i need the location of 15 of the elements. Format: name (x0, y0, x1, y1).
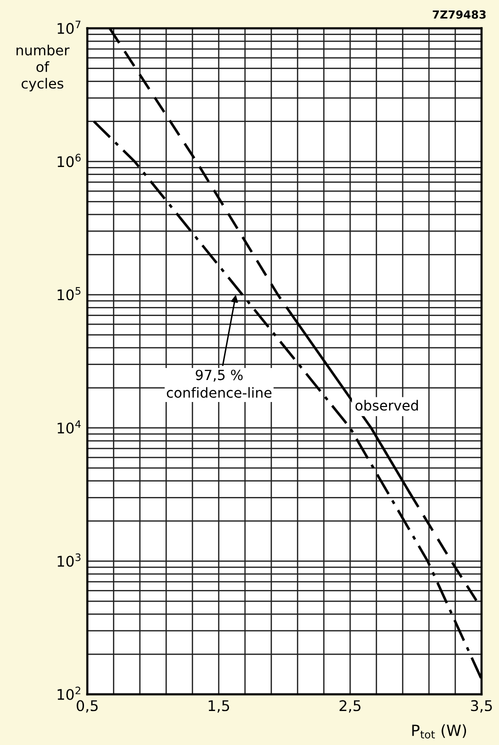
y-tick-label: 10$^{5}$ (58, 287, 80, 300)
annotation: 97,5 % confidence-line (166, 370, 272, 398)
x-tick-label: 0,5 (76, 700, 98, 713)
text: 7Z79483 (432, 10, 486, 19)
x-tick-label: 2,5 (340, 700, 360, 713)
y-tick-label: 10$^{3}$ (58, 553, 80, 567)
x-tick-label: 1,5 (208, 700, 230, 713)
x-tick-label: 3,5 (471, 700, 492, 713)
x-axis-title: P$_{tot}$ (W) (412, 724, 466, 738)
y-tick-label: 10$^{2}$ (58, 686, 80, 700)
y-tick-label: 10$^{4}$ (58, 420, 81, 434)
y-tick-label: 10$^{7}$ (58, 20, 80, 34)
y-tick-label: 10$^{6}$ (58, 154, 81, 168)
annotation: observed (355, 400, 418, 411)
y-axis-title: number of cycles (16, 44, 70, 92)
